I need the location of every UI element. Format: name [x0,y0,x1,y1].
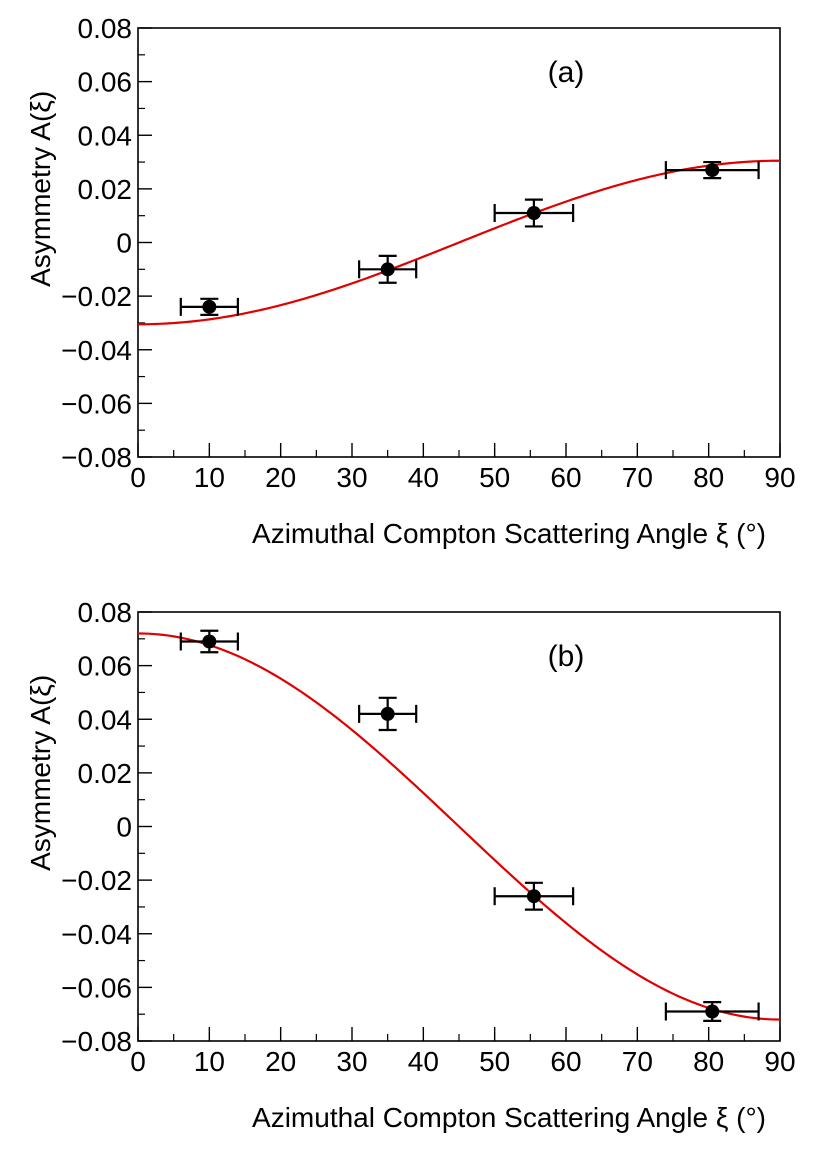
x-tick-label: 90 [764,1046,795,1077]
data-point-group [358,254,418,284]
data-point [705,163,720,178]
data-point-group [664,1001,760,1022]
y-tick-label: 0.06 [78,67,133,98]
x-tick-label: 0 [130,1046,146,1077]
x-tick-label: 70 [622,1046,653,1077]
data-point-group [493,198,575,228]
data-point-group [358,696,418,732]
x-tick-label: 90 [764,462,795,493]
y-tick-label: 0 [116,812,132,843]
y-tick-label: −0.08 [61,442,132,473]
chart-panel-2: 0 10 20 30 40 50 60 70 80 90 −0.08 −0.06 −0.04 −0.02 0… [25,597,796,1133]
x-tick-label: 50 [479,1046,510,1077]
x-tick-label: 40 [408,462,439,493]
data-point-group [664,160,760,180]
x-tick-label: 20 [265,1046,296,1077]
y-tick-label: −0.06 [61,388,132,419]
x-tick-label: 60 [550,1046,581,1077]
x-tick-label: 10 [194,462,225,493]
y-tick-label: 0.06 [78,651,133,682]
data-point [380,262,395,277]
y-tick-label: 0.02 [78,758,133,789]
fit-curve [137,159,781,326]
panel-label: (b) [548,640,585,673]
x-tick-label: 30 [336,1046,367,1077]
x-tick-label: 10 [194,1046,225,1077]
x-axis-title: Azimuthal Compton Scattering Angle ξ (°) [252,518,766,549]
y-tick-label: −0.02 [61,281,132,312]
chart-panel-1: 0 10 20 30 40 50 60 70 80 90 −0.08 −0.06 −0.04 −0.02 0… [25,13,796,549]
x-tick-label: 40 [408,1046,439,1077]
x-tick-label: 80 [693,462,724,493]
y-tick-label: −0.04 [61,335,132,366]
x-tick-label: 80 [693,1046,724,1077]
y-axis-title: Asymmetry A(ξ) [25,91,56,287]
x-tick-label: 70 [622,462,653,493]
y-tick-label: 0.04 [78,120,133,151]
y-tick-label: −0.04 [61,919,132,950]
y-tick-label: 0.04 [78,704,133,735]
y-tick-label: 0.08 [78,597,133,628]
x-tick-label: 30 [336,462,367,493]
x-tick-label: 20 [265,462,296,493]
data-point [526,889,541,904]
data-point [202,299,217,314]
data-point [526,206,541,221]
x-axis-title: Azimuthal Compton Scattering Angle ξ (°) [252,1102,766,1133]
fit-curve [137,632,781,1021]
y-tick-label: −0.02 [61,865,132,896]
panel-label: (a) [548,56,585,89]
data-point-group [179,297,239,316]
data-point-group [179,629,239,654]
y-axis-title: Asymmetry A(ξ) [25,675,56,871]
x-tick-label: 50 [479,462,510,493]
y-tick-label: 0.08 [78,13,133,44]
x-tick-label: 60 [550,462,581,493]
y-tick-label: −0.06 [61,972,132,1003]
x-tick-label: 0 [130,462,146,493]
y-tick-label: 0 [116,228,132,259]
data-point [380,706,395,721]
data-point [705,1004,720,1019]
data-point [202,634,217,649]
y-tick-label: −0.08 [61,1026,132,1057]
y-tick-label: 0.02 [78,174,133,205]
data-point-group [493,881,575,911]
